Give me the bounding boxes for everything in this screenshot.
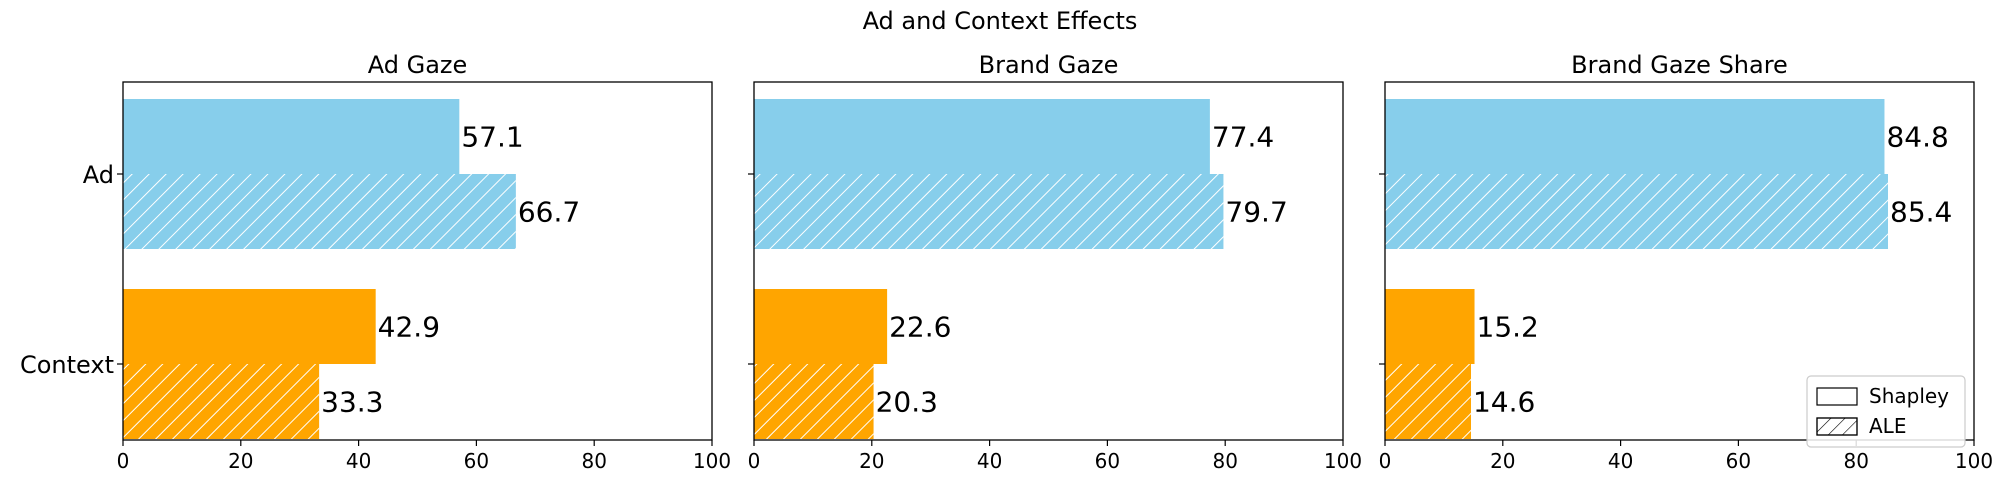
value-label: 20.3 [876,386,938,419]
x-tick-label: 20 [859,449,884,473]
panel-1: Ad Gaze 57.1 66.7 Ad 42.9 33.3 Context 0 20 40 60 8… [20,51,731,473]
value-label: 42.9 [378,311,440,344]
value-label: 22.6 [889,311,951,344]
legend-label: ALE [1869,414,1906,438]
x-tick-label: 20 [1490,449,1515,473]
x-tick-label: 0 [748,449,761,473]
x-tick-label: 40 [1608,449,1633,473]
x-tick-label: 60 [1726,449,1751,473]
legend-swatch-hatch [1816,417,1858,436]
x-tick-label: 80 [581,449,606,473]
bar-context-shapley [1385,289,1475,364]
bar-context-shapley [754,289,888,364]
bar-ad-shapley [754,99,1210,174]
bar-hatch-context [123,364,320,439]
value-label: 77.4 [1212,121,1274,154]
value-label: 14.6 [1473,386,1535,419]
axes-frame [753,81,1344,441]
panel-title: Ad Gaze [368,51,468,79]
x-tick-label: 80 [1843,449,1868,473]
x-tick-label: 40 [346,449,371,473]
bar-ad-shapley [1385,99,1885,174]
panel-title: Brand Gaze Share [1571,51,1788,79]
bar-hatch-context [754,364,874,439]
chart-title: Ad and Context Effects [863,7,1138,35]
category-label: Context [20,351,114,379]
bar-hatch-ad [754,174,1224,249]
x-tick-label: 100 [693,449,731,473]
panel-title: Brand Gaze [979,51,1119,79]
bar-hatch-context [1385,364,1471,439]
value-label: 85.4 [1890,196,1952,229]
axes-frame [122,81,713,441]
legend: Shapley ALE [1806,375,1966,448]
bar-ad-shapley [123,99,460,174]
x-tick-label: 0 [1379,449,1392,473]
panel-2: Brand Gaze 77.4 79.7 22.6 20.3 0 20 40 60 80 100 [748,51,1362,473]
bar-hatch-ad [1385,174,1889,249]
x-tick-label: 100 [1955,449,1993,473]
x-tick-label: 0 [117,449,130,473]
x-tick-label: 80 [1212,449,1237,473]
legend-swatch [1816,387,1858,406]
x-tick-label: 60 [464,449,489,473]
legend-label: Shapley [1869,384,1949,408]
panel-3: Brand Gaze Share 84.8 85.4 15.2 14.6 0 20 40 60 8… [1379,51,1993,473]
value-label: 15.2 [1477,311,1539,344]
bar-context-shapley [123,289,376,364]
x-tick-label: 20 [228,449,253,473]
category-label: Ad [83,161,114,189]
axes-frame [1384,81,1975,441]
value-label: 57.1 [461,121,523,154]
value-label: 79.7 [1225,196,1287,229]
x-tick-label: 60 [1095,449,1120,473]
x-tick-label: 100 [1324,449,1362,473]
value-label: 66.7 [518,196,580,229]
value-label: 84.8 [1886,121,1948,154]
value-label: 33.3 [321,386,383,419]
bar-hatch-ad [123,174,516,249]
panels: Ad Gaze 57.1 66.7 Ad 42.9 33.3 Context 0 20 40 60 8… [20,51,1993,473]
x-tick-label: 40 [977,449,1002,473]
